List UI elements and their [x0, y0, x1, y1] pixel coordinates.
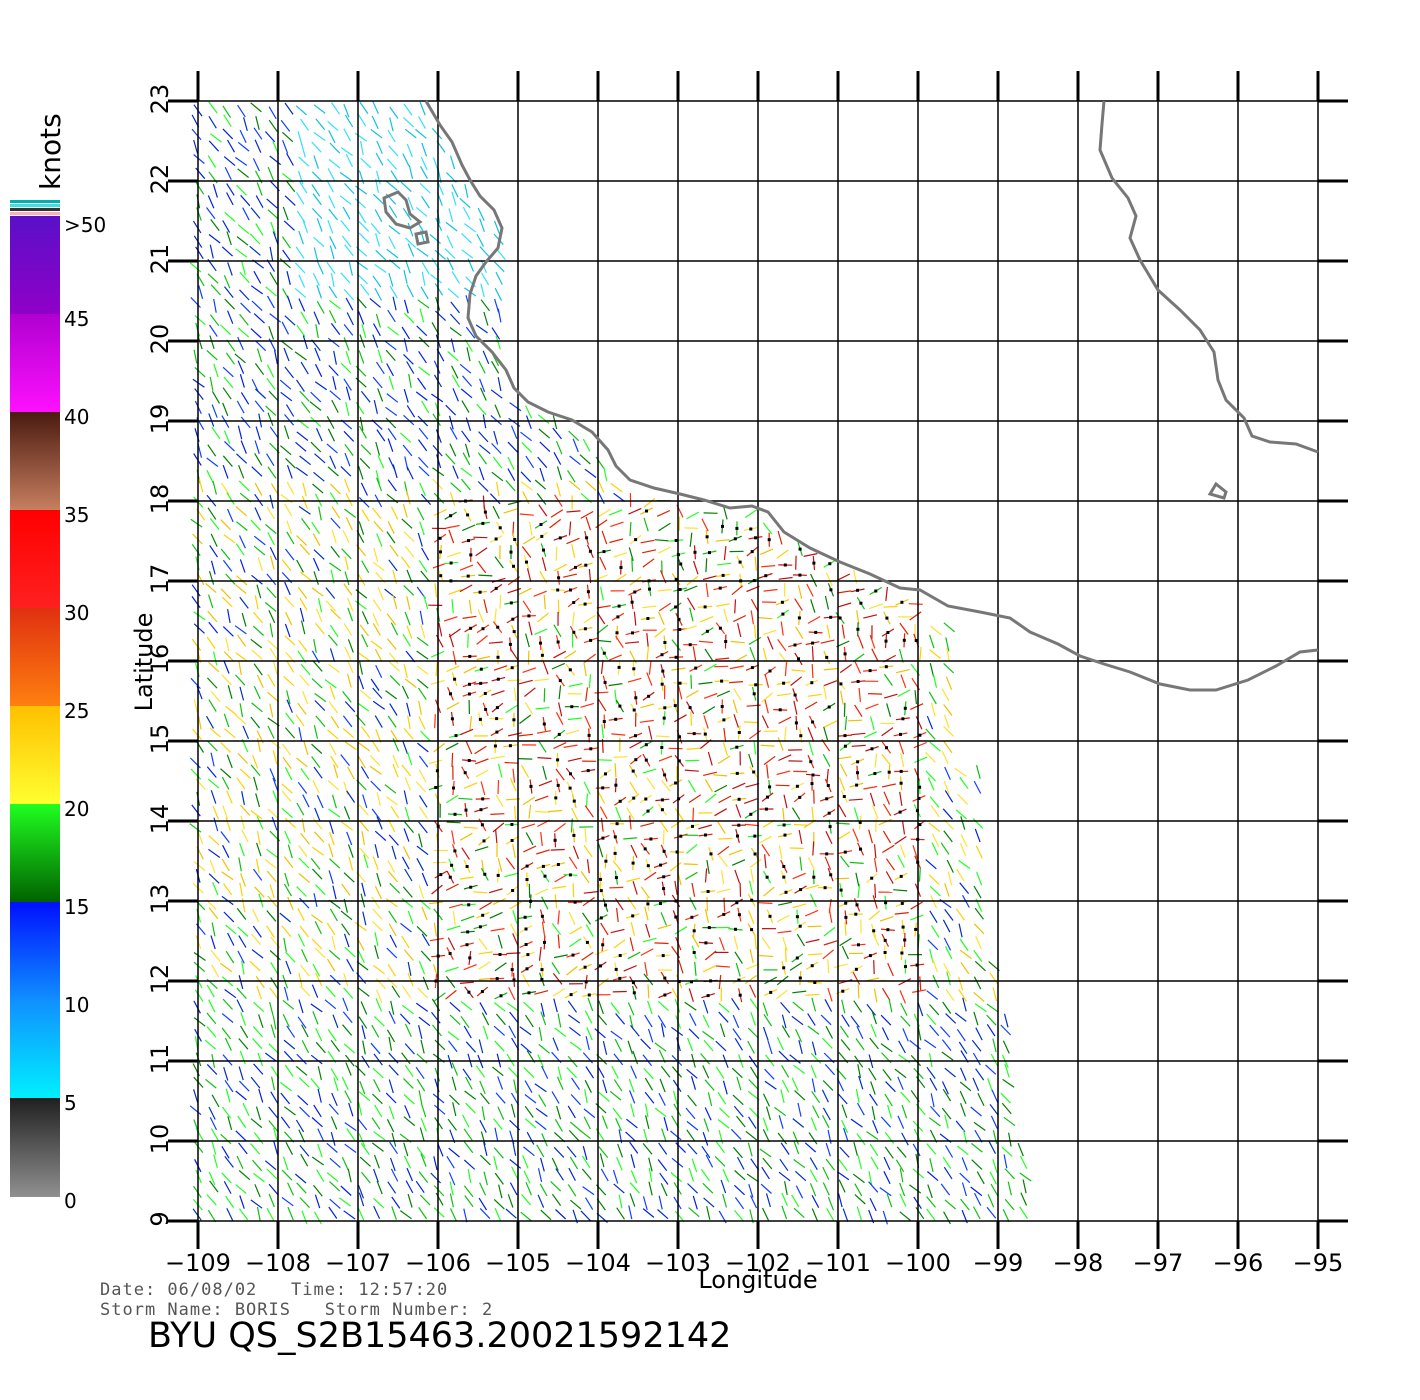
latitude-tick-label: 16: [146, 644, 174, 675]
longitude-tick-label: −96: [1213, 1249, 1264, 1277]
longitude-tick-label: −103: [645, 1249, 711, 1277]
product-id: BYU QS_S2B15463.20021592142: [148, 1316, 732, 1356]
longitude-tick-label: −107: [325, 1249, 391, 1277]
latitude-tick-label: 13: [146, 884, 174, 915]
latitude-tick-label: 10: [146, 1124, 174, 1155]
legend-label: 35: [64, 503, 89, 527]
y-axis-label: Latitude: [130, 613, 158, 712]
latitude-tick-label: 9: [146, 1211, 174, 1226]
legend-band-35-40: [10, 412, 60, 511]
legend-label: 10: [64, 993, 89, 1017]
latitude-tick-label: 19: [146, 404, 174, 435]
legend-band-20-25: [10, 706, 60, 805]
latitude-tick-label: 21: [146, 244, 174, 275]
legend-label: 0: [64, 1189, 77, 1213]
legend-labels: >50 45 40 35 30 25 20 15 10 5 0: [64, 213, 106, 1213]
longitude-tick-label: −101: [805, 1249, 871, 1277]
lat-lon-grid: [197, 100, 1319, 1222]
speed-legend-bar: [10, 200, 60, 1197]
legend-unit-label: knots: [34, 113, 67, 190]
gulf-coastline: [1098, 100, 1319, 454]
longitude-tick-label: −105: [485, 1249, 551, 1277]
legend-band-15-20: [10, 804, 60, 903]
latitude-tick-label: 23: [146, 84, 174, 115]
island-outline: [414, 230, 430, 246]
legend-label: 5: [64, 1091, 77, 1115]
longitude-tick-label: −97: [1133, 1249, 1184, 1277]
latitude-tick-label: 17: [146, 564, 174, 595]
latitude-tick-label: 12: [146, 964, 174, 995]
wind-vector-field: [189, 100, 1032, 1225]
legend-label: 45: [64, 307, 89, 331]
legend-band-0-5: [10, 1098, 60, 1197]
legend-label: 25: [64, 699, 89, 723]
legend-label: 15: [64, 895, 89, 919]
legend-band-25-30: [10, 608, 60, 707]
legend-label: 20: [64, 797, 89, 821]
latitude-tick-label: 20: [146, 324, 174, 355]
longitude-tick-label: −109: [165, 1249, 231, 1277]
axis-ticks: −109 −108 −107 −106 −105 −104 −103 −102 −101 −100…: [146, 71, 1348, 1277]
legend-band-45-50: [10, 216, 60, 315]
coastline: [382, 100, 1319, 692]
x-axis-label: Longitude: [698, 1266, 817, 1294]
longitude-tick-label: −102: [725, 1249, 791, 1277]
legend-band-30-35: [10, 510, 60, 609]
longitude-tick-label: −106: [405, 1249, 471, 1277]
longitude-tick-label: −98: [1053, 1249, 1104, 1277]
legend-band-5-10: [10, 1000, 60, 1099]
longitude-tick-label: −95: [1293, 1249, 1344, 1277]
longitude-tick-label: −99: [973, 1249, 1024, 1277]
date-time-line: Date: 06/08/02 Time: 12:57:20: [100, 1280, 449, 1300]
island-outline: [382, 190, 423, 230]
mainland-coastline: [424, 100, 1319, 692]
longitude-tick-label: −104: [565, 1249, 631, 1277]
legend-label: 30: [64, 601, 89, 625]
longitude-tick-label: −108: [245, 1249, 311, 1277]
latitude-tick-label: 11: [146, 1044, 174, 1075]
legend-label: >50: [64, 213, 106, 237]
legend-band-40-45: [10, 314, 60, 413]
legend-label: 40: [64, 405, 89, 429]
longitude-tick-label: −100: [885, 1249, 951, 1277]
storm-info-line: Storm Name: BORIS Storm Number: 2: [100, 1300, 494, 1320]
island-outline: [1207, 481, 1228, 500]
legend-band-10-15: [10, 902, 60, 1001]
latitude-tick-label: 14: [146, 804, 174, 835]
latitude-tick-label: 22: [146, 164, 174, 195]
latitude-tick-label: 18: [146, 484, 174, 515]
latitude-tick-label: 15: [146, 724, 174, 755]
